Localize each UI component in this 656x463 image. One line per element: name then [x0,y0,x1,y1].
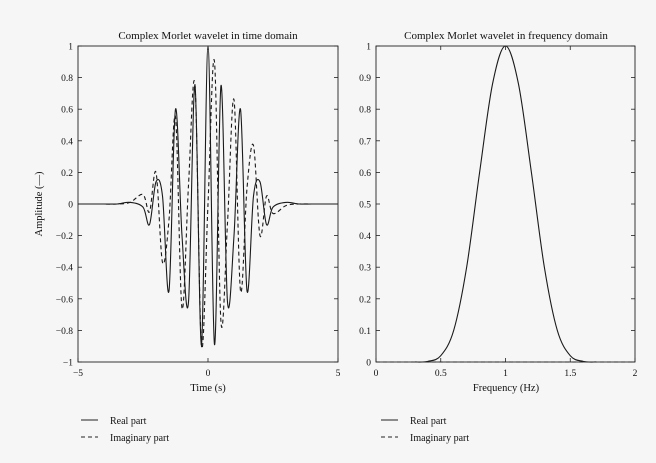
time-domain-frame [77,45,339,363]
time-domain-ticks: −5 0 5 −1 −0.8 −0.6 −0.4 −0.2 0 0.2 0.4 0.6 0.8 1 [56,43,341,380]
frequency-domain-title: Complex Morlet wavelet in frequency doma… [404,30,608,42]
time-legend-imag-label: Imaginary part [110,433,169,444]
freq-ytick-label: 0.7 [359,137,371,147]
time-xtick-label: −5 [73,369,83,379]
freq-xtick-label: 1.5 [564,369,576,379]
time-ytick-label: 0.8 [61,74,73,84]
freq-ytick-label: 0.8 [359,106,371,116]
freq-xtick-label: 2 [633,369,638,379]
time-ytick-label: 0 [68,201,73,211]
freq-ytick-label: 0.6 [359,169,371,179]
freq-ytick-label: 0 [366,359,371,369]
frequency-domain-panel: Complex Morlet wavelet in frequency doma… [359,30,638,444]
time-ytick-label: −0.8 [56,327,73,337]
freq-ytick-label: 0.2 [359,295,371,305]
time-xtick-label: 5 [336,369,341,379]
frequency-domain-xlabel: Frequency (Hz) [473,383,540,394]
time-domain-series [78,45,338,349]
frequency-domain-legend: Real part Imaginary part [381,416,469,444]
freq-xtick-label: 0.5 [435,369,447,379]
frequency-domain-frame [375,45,636,363]
freq-ytick-label: 1 [366,43,371,53]
time-ytick-label: 0.4 [61,137,73,147]
time-ytick-label: −1 [63,359,73,369]
freq-legend-real-label: Real part [410,416,447,427]
time-domain-title: Complex Morlet wavelet in time domain [118,30,298,42]
time-ytick-label: −0.6 [56,295,73,305]
time-ytick-label: −0.2 [56,232,73,242]
freq-ytick-label: 0.4 [359,232,371,242]
time-domain-xlabel: Time (s) [190,383,226,394]
time-ytick-label: 0.6 [61,106,73,116]
freq-ytick-label: 0.5 [359,201,371,211]
time-domain-ylabel: Amplitude (—) [34,171,45,237]
time-series-real-part-line [78,45,338,346]
time-domain-legend: Real part Imaginary part [81,416,169,444]
frequency-domain-ticks: 0 0.5 1 1.5 2 0 0.1 0.2 0.3 0.4 0.5 0.6 0.7 0.8 0.9 1 [359,43,638,380]
time-series-imaginary-part-line [78,59,338,349]
freq-ytick-label: 0.9 [359,74,371,84]
freq-xtick-label: 0 [374,369,379,379]
freq-series-real-part-line [414,45,597,363]
time-ytick-label: −0.4 [56,264,73,274]
time-xtick-label: 0 [206,369,211,379]
time-domain-panel: Complex Morlet wavelet in time domain Ti… [34,30,341,444]
freq-ytick-label: 0.1 [359,327,371,337]
frequency-domain-series [375,45,635,363]
freq-legend-imag-label: Imaginary part [410,433,469,444]
time-ytick-label: 1 [68,43,73,53]
freq-xtick-label: 1 [503,369,508,379]
time-ytick-label: 0.2 [61,169,73,179]
time-legend-real-label: Real part [110,416,147,427]
freq-ytick-label: 0.3 [359,264,371,274]
